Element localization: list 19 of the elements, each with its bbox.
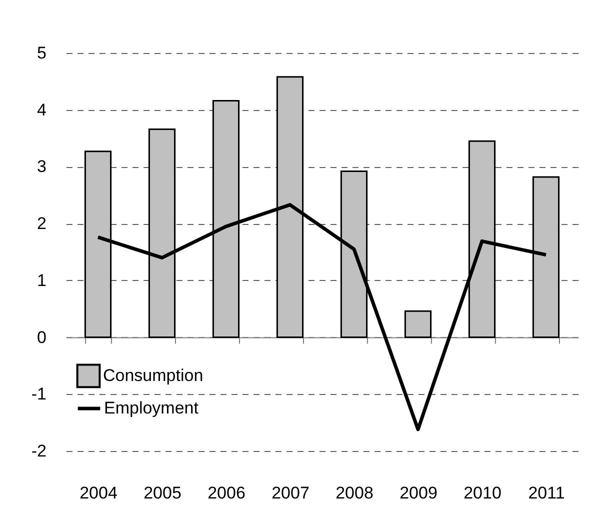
x-tick-label: 2004: [80, 484, 118, 502]
x-tick-label: 2011: [528, 484, 565, 502]
x-tick-label: 2006: [208, 484, 246, 502]
x-tick-label: 2007: [272, 484, 310, 502]
x-tick-label: 2009: [400, 484, 438, 502]
y-tick-label: -1: [31, 384, 46, 404]
bar: [404, 310, 432, 338]
y-tick-label: 1: [37, 270, 46, 290]
y-tick-label: 0: [37, 328, 46, 347]
y-tick-label: -2: [31, 442, 46, 460]
legend-label: Employment: [104, 398, 199, 418]
legend-label: Consumption: [103, 366, 204, 385]
x-tick-label: 2010: [464, 484, 502, 502]
x-tick-label: 2005: [144, 484, 182, 502]
x-tick-label: 2008: [336, 484, 374, 502]
y-tick-label: 3: [37, 157, 46, 176]
y-tick-label: 5: [37, 44, 46, 62]
y-tick-label: 4: [37, 100, 46, 120]
y-tick-label: 2: [37, 214, 46, 234]
